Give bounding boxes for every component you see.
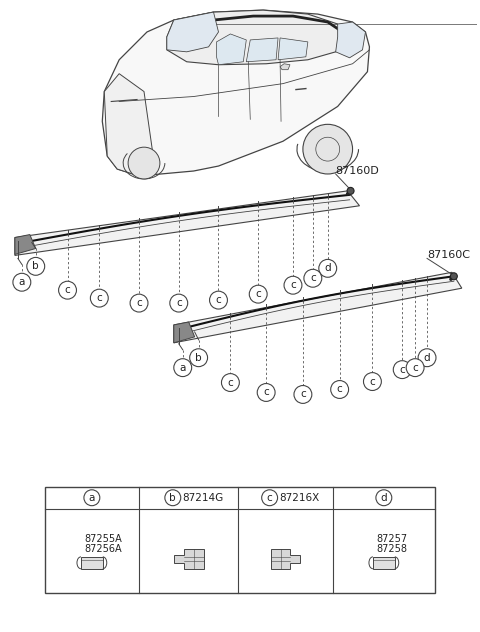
Bar	[81, 557, 103, 569]
Text: b: b	[33, 262, 39, 271]
Text: 87258: 87258	[376, 544, 407, 554]
Polygon shape	[167, 10, 346, 64]
Text: a: a	[89, 493, 95, 502]
Text: c: c	[228, 377, 233, 387]
Text: c: c	[65, 285, 71, 295]
Text: d: d	[424, 353, 431, 363]
Text: b: b	[195, 353, 202, 363]
Polygon shape	[104, 74, 154, 176]
Bar	[373, 557, 395, 569]
Circle shape	[210, 291, 228, 309]
Bar	[45, 487, 435, 593]
Text: c: c	[255, 289, 261, 299]
Circle shape	[59, 281, 76, 299]
Text: d: d	[324, 264, 331, 273]
Circle shape	[347, 188, 354, 195]
Circle shape	[304, 269, 322, 287]
Circle shape	[190, 349, 207, 367]
Text: c: c	[300, 389, 306, 399]
Circle shape	[27, 257, 45, 276]
Circle shape	[303, 125, 352, 174]
Polygon shape	[271, 549, 300, 569]
Circle shape	[262, 490, 277, 506]
Polygon shape	[246, 38, 278, 62]
Text: 87216X: 87216X	[279, 493, 320, 502]
Circle shape	[221, 374, 240, 391]
Circle shape	[418, 349, 436, 367]
Text: 87214G: 87214G	[183, 493, 224, 502]
Circle shape	[90, 289, 108, 307]
Text: 87160C: 87160C	[427, 250, 470, 260]
Text: a: a	[180, 363, 186, 373]
Circle shape	[249, 285, 267, 303]
Text: c: c	[337, 384, 343, 394]
Polygon shape	[167, 12, 218, 52]
Text: 87255A: 87255A	[84, 534, 121, 544]
Circle shape	[170, 294, 188, 312]
Polygon shape	[174, 549, 204, 569]
Circle shape	[450, 273, 457, 280]
Circle shape	[393, 361, 411, 379]
Text: c: c	[399, 365, 405, 375]
Text: c: c	[310, 273, 316, 283]
Polygon shape	[102, 10, 370, 176]
Circle shape	[128, 147, 160, 179]
Circle shape	[130, 294, 148, 312]
Text: c: c	[96, 293, 102, 303]
Text: c: c	[290, 280, 296, 290]
Polygon shape	[280, 64, 290, 70]
Text: a: a	[19, 277, 25, 287]
Circle shape	[363, 373, 382, 391]
Circle shape	[13, 273, 31, 291]
Circle shape	[376, 490, 392, 506]
Text: c: c	[136, 298, 142, 308]
Text: c: c	[267, 493, 273, 502]
Polygon shape	[336, 22, 365, 58]
Polygon shape	[15, 191, 360, 255]
Text: c: c	[264, 387, 269, 398]
Text: 87160D: 87160D	[336, 166, 379, 176]
Text: 87257: 87257	[376, 534, 407, 544]
Circle shape	[174, 359, 192, 377]
Circle shape	[294, 386, 312, 403]
Circle shape	[284, 276, 302, 294]
Circle shape	[406, 359, 424, 377]
Text: c: c	[370, 377, 375, 387]
Polygon shape	[216, 34, 246, 64]
Text: c: c	[412, 363, 418, 373]
Text: b: b	[169, 493, 176, 502]
Circle shape	[84, 490, 100, 506]
Polygon shape	[174, 322, 195, 343]
Circle shape	[319, 259, 336, 277]
Text: 87256A: 87256A	[84, 544, 121, 554]
Text: c: c	[176, 298, 181, 308]
Circle shape	[257, 384, 275, 401]
Circle shape	[331, 380, 348, 398]
Polygon shape	[278, 38, 308, 60]
Text: c: c	[216, 295, 221, 305]
Polygon shape	[15, 234, 36, 255]
Polygon shape	[174, 272, 462, 343]
Text: d: d	[381, 493, 387, 502]
Circle shape	[165, 490, 181, 506]
